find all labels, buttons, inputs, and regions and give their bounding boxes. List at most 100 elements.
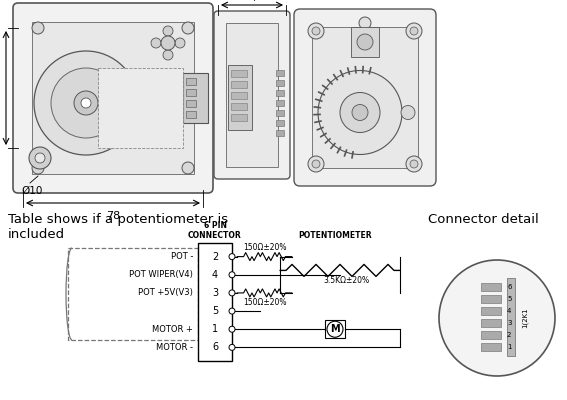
Text: Connector detail: Connector detail: [428, 213, 539, 226]
Text: 78: 78: [106, 211, 120, 221]
Text: 1: 1: [212, 324, 218, 334]
Text: 3: 3: [212, 288, 218, 298]
Bar: [228, 65, 252, 130]
Text: Ø10: Ø10: [22, 186, 43, 196]
Text: 3: 3: [507, 320, 511, 326]
Text: 1: 1: [507, 344, 511, 350]
Bar: [481, 319, 501, 327]
Circle shape: [81, 98, 91, 108]
Circle shape: [163, 50, 173, 60]
Bar: [276, 80, 284, 86]
Text: 26,7: 26,7: [240, 0, 264, 2]
Circle shape: [51, 68, 121, 138]
Bar: [481, 295, 501, 303]
Text: 2: 2: [507, 332, 511, 338]
Circle shape: [229, 308, 235, 314]
Bar: [481, 283, 501, 291]
FancyBboxPatch shape: [294, 9, 436, 186]
Circle shape: [34, 51, 138, 155]
FancyBboxPatch shape: [214, 11, 290, 179]
Circle shape: [32, 162, 44, 174]
Bar: [481, 331, 501, 339]
Circle shape: [318, 70, 402, 154]
Circle shape: [175, 38, 185, 48]
Circle shape: [357, 34, 373, 50]
Text: 2: 2: [212, 252, 218, 262]
Bar: [276, 100, 284, 106]
Text: 3.5KΩ±20%: 3.5KΩ±20%: [323, 276, 369, 286]
FancyBboxPatch shape: [13, 3, 213, 193]
Circle shape: [74, 91, 98, 115]
Bar: [481, 307, 501, 315]
Circle shape: [406, 23, 422, 39]
Text: 6 PIN
CONNECTOR: 6 PIN CONNECTOR: [188, 221, 242, 240]
Circle shape: [229, 254, 235, 260]
Circle shape: [161, 36, 175, 50]
Text: 6: 6: [212, 342, 218, 352]
Bar: [226, 23, 278, 167]
Circle shape: [308, 156, 324, 172]
Bar: [198, 243, 232, 361]
Text: 6: 6: [507, 284, 511, 290]
Bar: [32, 22, 194, 174]
Text: 4: 4: [212, 270, 218, 280]
Bar: [231, 70, 247, 77]
Circle shape: [410, 27, 418, 35]
Bar: [481, 343, 501, 351]
Bar: [325, 320, 345, 338]
Circle shape: [229, 344, 235, 350]
Circle shape: [410, 160, 418, 168]
Circle shape: [229, 272, 235, 278]
Circle shape: [229, 326, 235, 332]
Bar: [186, 100, 196, 107]
Circle shape: [182, 162, 194, 174]
Bar: [68, 248, 198, 340]
Circle shape: [352, 104, 368, 120]
Bar: [186, 111, 196, 118]
Text: POT -: POT -: [171, 252, 193, 261]
Text: M: M: [330, 324, 340, 334]
Bar: [507, 278, 515, 356]
Bar: [231, 114, 247, 121]
Circle shape: [312, 27, 320, 35]
Text: POTENTIOMETER: POTENTIOMETER: [298, 231, 372, 240]
Bar: [276, 120, 284, 126]
Text: 1(2K1: 1(2K1: [522, 308, 528, 328]
Circle shape: [182, 22, 194, 34]
Circle shape: [439, 260, 555, 376]
Bar: [351, 27, 379, 57]
Text: included: included: [8, 228, 65, 241]
Bar: [231, 81, 247, 88]
Bar: [98, 68, 183, 148]
Bar: [186, 78, 196, 85]
Circle shape: [29, 147, 51, 169]
Bar: [312, 27, 418, 168]
Circle shape: [32, 22, 44, 34]
Text: Table shows if a potentiometer is: Table shows if a potentiometer is: [8, 213, 228, 226]
Text: POT WIPER(V4): POT WIPER(V4): [129, 270, 193, 279]
Bar: [276, 90, 284, 96]
Bar: [186, 89, 196, 96]
Text: POT +5V(V3): POT +5V(V3): [138, 288, 193, 298]
Circle shape: [35, 153, 45, 163]
Bar: [276, 110, 284, 116]
Circle shape: [312, 160, 320, 168]
Circle shape: [340, 92, 380, 132]
Bar: [231, 92, 247, 99]
Text: 150Ω±20%: 150Ω±20%: [243, 243, 286, 252]
Bar: [183, 73, 208, 123]
Text: 5: 5: [507, 296, 511, 302]
Bar: [276, 70, 284, 76]
Text: 5: 5: [212, 306, 218, 316]
Text: 150Ω±20%: 150Ω±20%: [243, 298, 286, 307]
Circle shape: [163, 26, 173, 36]
Circle shape: [229, 290, 235, 296]
Circle shape: [308, 23, 324, 39]
Circle shape: [401, 106, 415, 120]
Text: MOTOR -: MOTOR -: [156, 343, 193, 352]
Circle shape: [327, 321, 343, 337]
Circle shape: [359, 17, 371, 29]
Bar: [276, 130, 284, 136]
Circle shape: [151, 38, 161, 48]
Text: 4: 4: [507, 308, 511, 314]
